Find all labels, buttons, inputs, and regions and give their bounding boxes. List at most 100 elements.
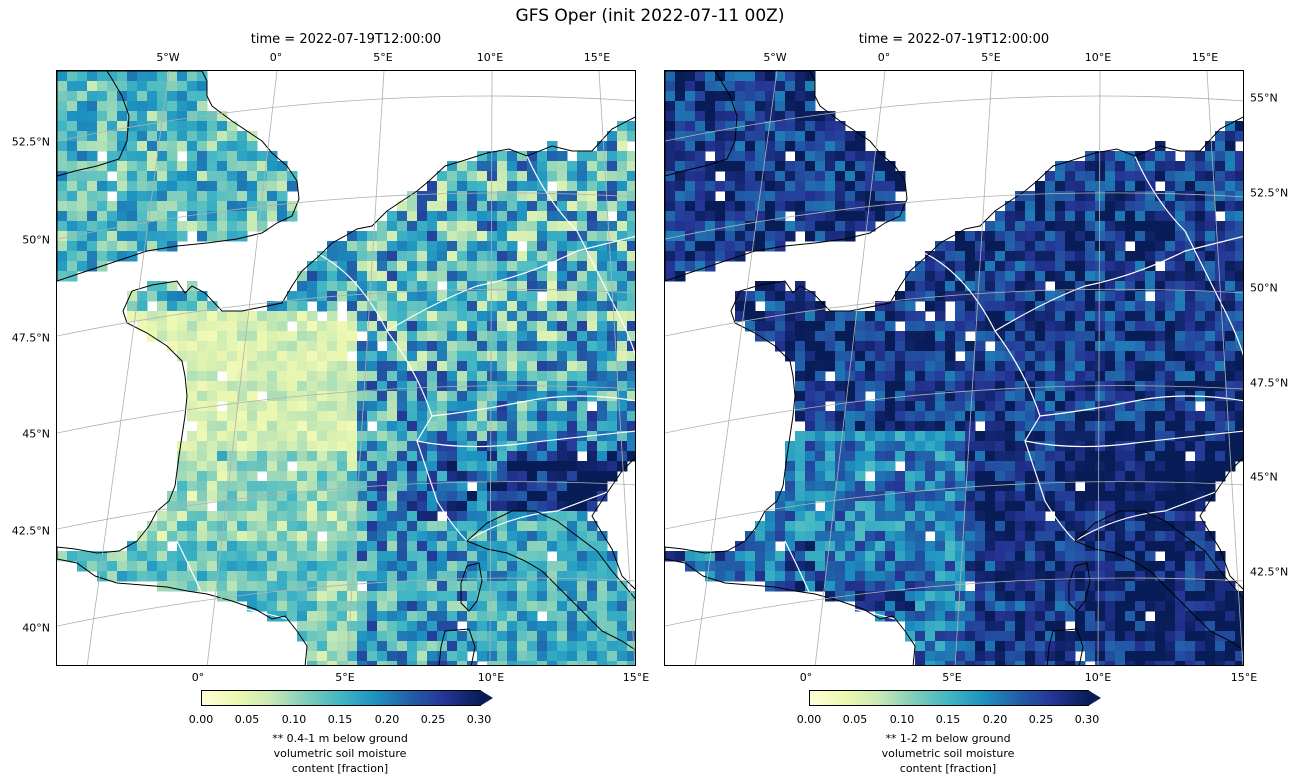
left-moisture-cell [277, 561, 288, 572]
left-moisture-cell [487, 531, 498, 542]
left-moisture-cell [517, 481, 528, 492]
right-moisture-cell [995, 261, 1006, 272]
left-moisture-cell [347, 541, 358, 552]
right-moisture-cell [765, 521, 776, 532]
left-moisture-cell [297, 381, 308, 392]
right-moisture-cell [1115, 411, 1126, 422]
right-moisture-cell [1095, 311, 1106, 322]
right-moisture-cell [1065, 251, 1076, 262]
right-moisture-cell [1215, 411, 1226, 422]
left-moisture-cell [217, 541, 228, 552]
left-moisture-cell [337, 501, 348, 512]
right-moisture-cell [1155, 461, 1166, 472]
right-moisture-cell [1105, 311, 1116, 322]
right-moisture-cell [1005, 491, 1016, 502]
left-moisture-cell [577, 511, 588, 522]
left-moisture-cell [447, 261, 458, 272]
left-moisture-cell [577, 291, 588, 302]
left-moisture-cell [447, 391, 458, 402]
right-moisture-cell [835, 131, 846, 142]
right-moisture-cell [785, 141, 796, 152]
left-moisture-cell [397, 391, 408, 402]
right-moisture-cell [1045, 561, 1056, 572]
right-moisture-cell [1025, 641, 1036, 652]
right-moisture-cell [975, 241, 986, 252]
left-moisture-cell [217, 431, 228, 442]
right-moisture-cell [805, 231, 816, 242]
right-moisture-cell [895, 501, 906, 512]
left-moisture-cell [87, 221, 98, 232]
left-moisture-cell [267, 501, 278, 512]
left-moisture-cell [247, 401, 258, 412]
left-moisture-cell [357, 501, 368, 512]
left-moisture-cell [547, 311, 558, 322]
left-moisture-cell [347, 531, 358, 542]
left-moisture-cell [287, 611, 298, 622]
left-moisture-cell [217, 321, 228, 332]
right-moisture-cell [705, 111, 716, 122]
right-moisture-cell [995, 211, 1006, 222]
left-moisture-cell [197, 461, 208, 472]
left-moisture-cell [297, 611, 308, 622]
right-moisture-cell [835, 561, 846, 572]
left-moisture-cell [517, 641, 528, 652]
left-moisture-cell [427, 201, 438, 212]
right-moisture-cell [875, 321, 886, 332]
right-moisture-cell [875, 171, 886, 182]
right-moisture-cell [1185, 481, 1196, 492]
left-moisture-cell [477, 181, 488, 192]
right-moisture-cell [1175, 161, 1186, 172]
right-moisture-cell [905, 421, 916, 432]
right-moisture-cell [1025, 381, 1036, 392]
left-moisture-cell [377, 641, 388, 652]
right-moisture-cell [815, 341, 826, 352]
right-moisture-cell [1055, 241, 1066, 252]
right-moisture-cell [815, 171, 826, 182]
right-moisture-cell [1095, 611, 1106, 622]
left-moisture-cell [77, 111, 88, 122]
left-moisture-cell [607, 201, 618, 212]
right-moisture-cell [1225, 601, 1236, 612]
right-moisture-cell [905, 341, 916, 352]
left-moisture-cell [397, 231, 408, 242]
left-moisture-cell [557, 221, 568, 232]
right-moisture-cell [1165, 521, 1176, 532]
right-moisture-cell [1075, 221, 1086, 232]
left-moisture-cell [497, 591, 508, 602]
right-moisture-cell [985, 491, 996, 502]
left-moisture-cell [457, 651, 468, 662]
left-moisture-cell [307, 531, 318, 542]
right-moisture-cell [805, 181, 816, 192]
left-moisture-cell [387, 331, 398, 342]
left-moisture-cell [557, 341, 568, 352]
left-moisture-cell [527, 491, 538, 502]
right-moisture-cell [1085, 191, 1096, 202]
right-moisture-cell [1205, 201, 1216, 212]
right-country-border [1074, 481, 1243, 542]
right-moisture-cell [845, 501, 856, 512]
right-moisture-cell [785, 511, 796, 522]
right-moisture-cell [945, 401, 956, 412]
left-moisture-cell [247, 321, 258, 332]
right-moisture-cell [1185, 611, 1196, 622]
right-moisture-cell [925, 411, 936, 422]
right-moisture-cell [1125, 351, 1136, 362]
right-moisture-cell [1195, 171, 1206, 182]
right-moisture-cell [995, 451, 1006, 462]
right-moisture-cell [945, 531, 956, 542]
left-moisture-cell [57, 151, 68, 162]
right-colorbar [809, 690, 1089, 706]
right-moisture-cell [1105, 201, 1116, 212]
left-moisture-cell [407, 561, 418, 572]
left-moisture-cell [627, 621, 635, 632]
right-moisture-cell [825, 311, 836, 322]
left-moisture-cell [377, 251, 388, 262]
left-moisture-cell [617, 601, 628, 612]
left-moisture-cell [487, 301, 498, 312]
right-moisture-cell [755, 131, 766, 142]
right-moisture-cell [1155, 351, 1166, 362]
right-moisture-cell [895, 181, 906, 192]
right-moisture-cell [795, 211, 806, 222]
right-moisture-cell [825, 111, 836, 122]
right-moisture-cell [805, 561, 816, 572]
